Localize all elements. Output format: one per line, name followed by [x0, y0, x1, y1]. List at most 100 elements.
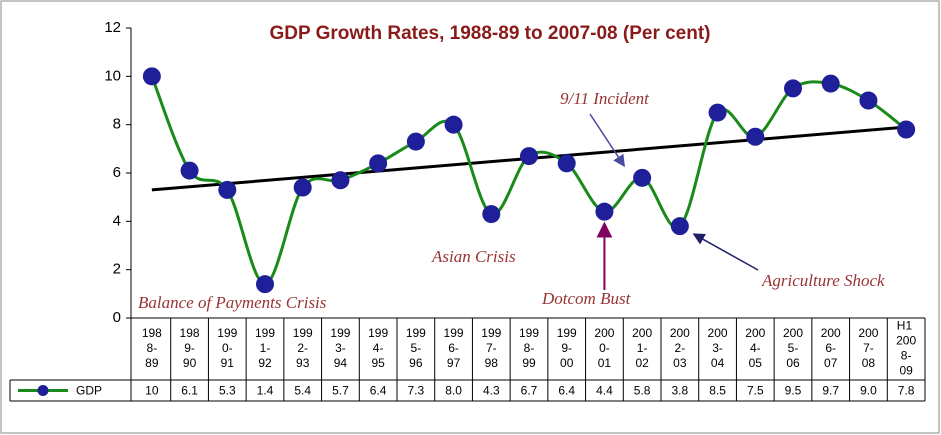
- x-tick-label-part: 01: [598, 356, 612, 370]
- value-label: 9.5: [785, 384, 802, 398]
- x-tick-label-part: 200: [821, 326, 841, 340]
- value-label: 8.0: [445, 384, 462, 398]
- point: [708, 103, 727, 122]
- x-tick-label-part: 200: [783, 326, 803, 340]
- legend-marker: [37, 385, 49, 396]
- x-tick-label: H1 200 8-09: [896, 319, 916, 378]
- x-tick-label-part: 6-: [825, 341, 836, 355]
- point: [670, 217, 689, 236]
- value-label: 4.4: [596, 384, 613, 398]
- annotation: Balance of Payments Crisis: [138, 293, 327, 312]
- x-tick-label-part: 5-: [788, 341, 799, 355]
- y-tick-label: 0: [113, 309, 121, 326]
- annotation: 9/11 Incident: [560, 89, 650, 108]
- y-tick-label: 4: [113, 212, 121, 229]
- x-tick-label-part: 200: [858, 326, 878, 340]
- x-tick-label-part: 90: [183, 356, 197, 370]
- x-tick-label-part: 98: [485, 356, 499, 370]
- y-tick-label: 6: [113, 164, 121, 181]
- annotation: Asian Crisis: [431, 247, 516, 266]
- x-tick-label-part: 2-: [297, 341, 308, 355]
- point: [595, 202, 614, 221]
- x-tick-label-part: 0-: [222, 341, 233, 355]
- x-tick-label-part: 200: [670, 326, 690, 340]
- x-tick-label-part: 199: [444, 326, 464, 340]
- x-tick-label: 199 3-94: [330, 326, 350, 370]
- x-tick-label-part: 8-: [147, 341, 158, 355]
- x-tick-label-part: 94: [334, 356, 348, 370]
- value-label: 6.7: [521, 384, 538, 398]
- point: [369, 154, 388, 173]
- x-tick-label-part: 198: [180, 326, 200, 340]
- x-tick-label-part: H1: [897, 319, 916, 333]
- point: [746, 127, 765, 146]
- x-tick-label-part: 199: [255, 326, 275, 340]
- point: [142, 67, 161, 86]
- y-tick-label: 8: [113, 116, 121, 133]
- value-label: 10: [145, 384, 159, 398]
- x-tick-label-part: 8-: [524, 341, 535, 355]
- x-tick-label-part: 93: [296, 356, 310, 370]
- x-tick-label-part: 200: [896, 334, 916, 348]
- x-tick-label-part: 06: [786, 356, 800, 370]
- annotation: Dotcom Bust: [541, 289, 632, 308]
- x-tick-label: 199 6-97: [444, 326, 464, 370]
- point: [557, 154, 576, 173]
- x-tick-label-part: 0-: [599, 341, 610, 355]
- x-tick-label-part: 9-: [561, 341, 572, 355]
- x-tick-label: 199 4-95: [368, 326, 388, 370]
- x-tick-label-part: 200: [745, 326, 765, 340]
- x-tick-label-part: 96: [409, 356, 423, 370]
- point: [444, 115, 463, 134]
- point: [256, 275, 274, 294]
- value-label: 7.3: [408, 384, 425, 398]
- point: [821, 74, 840, 93]
- x-tick-label-part: 03: [673, 356, 687, 370]
- x-tick-label: 200 2-03: [670, 326, 690, 370]
- value-label: 7.8: [898, 384, 915, 398]
- x-tick-label-part: 2-: [675, 341, 686, 355]
- value-label: 6.4: [370, 384, 387, 398]
- x-tick-label-part: 89: [145, 356, 159, 370]
- x-tick-label-part: 199: [330, 326, 350, 340]
- x-tick-label-part: 00: [560, 356, 574, 370]
- point: [180, 161, 199, 180]
- x-tick-label-part: 199: [557, 326, 577, 340]
- value-label: 5.7: [332, 384, 349, 398]
- x-tick-label-part: 199: [293, 326, 313, 340]
- value-label: 8.5: [709, 384, 726, 398]
- y-tick-label: 10: [104, 67, 121, 84]
- x-tick-label: 200 5-06: [783, 326, 803, 370]
- x-tick-label: 200 3-04: [708, 326, 728, 370]
- chart-title: GDP Growth Rates, 1988-89 to 2007-08 (Pe…: [269, 23, 710, 44]
- x-tick-label-part: 9-: [184, 341, 195, 355]
- x-tick-label-part: 7-: [863, 341, 874, 355]
- x-tick-label-part: 09: [899, 364, 913, 378]
- legend-label: GDP: [76, 384, 102, 398]
- value-label: 4.3: [483, 384, 500, 398]
- point: [218, 180, 237, 199]
- x-tick-label: 199 5-96: [406, 326, 426, 370]
- x-tick-label: 200 6-07: [821, 326, 841, 370]
- value-label: 3.8: [672, 384, 689, 398]
- x-tick-label-part: 4-: [750, 341, 761, 355]
- x-tick-label: 200 1-02: [632, 326, 652, 370]
- x-tick-label-part: 199: [217, 326, 237, 340]
- x-tick-label-part: 200: [632, 326, 652, 340]
- x-tick-label-part: 199: [481, 326, 501, 340]
- annotation-arrow: [589, 113, 625, 168]
- x-tick-label-part: 3-: [335, 341, 346, 355]
- x-tick-label-part: 91: [221, 356, 235, 370]
- x-tick-label-part: 199: [519, 326, 539, 340]
- point: [406, 132, 425, 151]
- x-tick-label: 199 8-99: [519, 326, 539, 370]
- x-tick-label-part: 1-: [260, 341, 271, 355]
- value-label: 5.8: [634, 384, 651, 398]
- annotation: Agriculture Shock: [761, 271, 885, 290]
- point: [784, 79, 802, 98]
- x-tick-label-part: 99: [522, 356, 536, 370]
- point: [859, 91, 878, 110]
- value-label: 1.4: [257, 384, 274, 398]
- y-tick-label: 12: [104, 19, 121, 36]
